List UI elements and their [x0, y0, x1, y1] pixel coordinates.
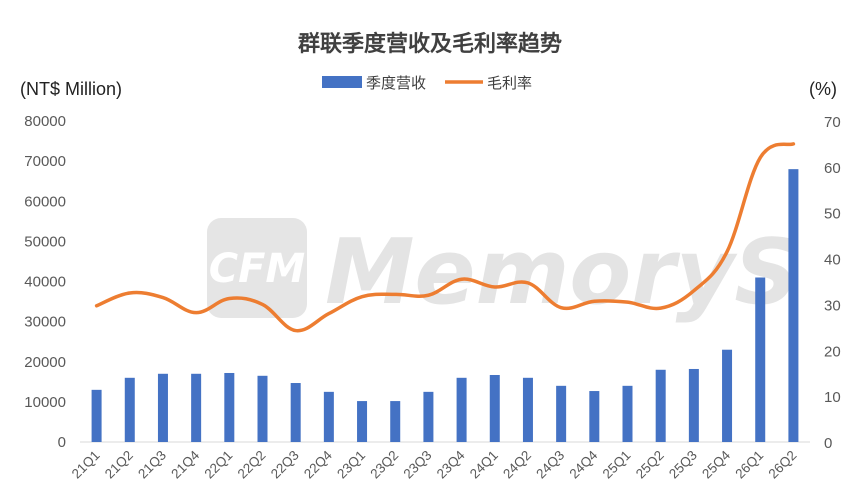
revenue-bar	[556, 385, 567, 442]
revenue-bar	[323, 391, 334, 442]
revenue-bar	[622, 385, 633, 442]
y-right-axis: 0 10 20 30 40 50 60 70	[824, 114, 841, 452]
y-right-tick-label: 0	[824, 435, 832, 452]
x-tick-label: 24Q1	[467, 448, 501, 482]
revenue-bar	[755, 277, 766, 442]
x-tick-label: 22Q4	[301, 447, 335, 481]
y-left-tick-label: 30000	[24, 314, 66, 331]
revenue-bars	[91, 169, 799, 442]
legend-label-revenue: 季度营收	[366, 74, 426, 92]
y-right-tick-label: 10	[824, 389, 841, 406]
y-right-tick-label: 60	[824, 160, 841, 177]
x-tick-label: 21Q2	[102, 448, 136, 482]
revenue-bar	[224, 372, 235, 442]
x-tick-label: 26Q1	[732, 448, 766, 482]
revenue-bar	[157, 373, 168, 442]
y-left-tick-label: 70000	[24, 153, 66, 170]
x-axis: 21Q1 21Q2 21Q3 21Q4 22Q1 22Q2 22Q3 22Q4 23Q1 23Q2…	[69, 447, 800, 481]
y-right-tick-label: 50	[824, 206, 841, 223]
x-tick-label: 22Q2	[235, 448, 269, 482]
y-left-tick-label: 10000	[24, 394, 66, 411]
x-tick-label: 25Q3	[666, 448, 700, 482]
y-left-tick-label: 80000	[24, 113, 66, 130]
x-tick-label: 23Q4	[434, 447, 468, 481]
revenue-bar	[191, 373, 202, 442]
x-tick-label: 23Q3	[401, 448, 435, 482]
y-right-unit-label: (%)	[809, 79, 837, 99]
revenue-bar	[357, 401, 368, 442]
revenue-bar	[688, 368, 699, 442]
watermark-logo: CFM MemoryS	[207, 218, 799, 325]
x-tick-label: 24Q4	[566, 447, 600, 481]
x-tick-label: 22Q3	[268, 448, 302, 482]
y-right-tick-label: 20	[824, 343, 841, 360]
revenue-bar	[589, 391, 600, 442]
revenue-bar	[91, 389, 102, 442]
gross-margin-series-line	[94, 142, 796, 333]
y-right-tick-label: 30	[824, 297, 841, 314]
revenue-bar	[456, 377, 467, 442]
y-left-tick-label: 0	[58, 434, 66, 451]
legend-label-margin: 毛利率	[487, 74, 532, 92]
y-left-axis: 0 10000 20000 30000 40000 50000 60000 70000 8000…	[24, 113, 66, 451]
chart-title: 群联季度营收及毛利率趋势	[298, 31, 562, 57]
watermark-logo-text: CFM	[209, 246, 305, 292]
x-tick-label: 21Q4	[168, 447, 202, 481]
revenue-bar	[423, 391, 434, 442]
revenue-bar	[788, 169, 799, 442]
revenue-bar	[655, 369, 666, 442]
x-tick-label: 25Q4	[699, 447, 733, 481]
revenue-bar	[124, 377, 135, 442]
revenue-bar	[290, 383, 301, 442]
revenue-bar	[257, 375, 268, 442]
legend-swatch-revenue	[322, 76, 362, 88]
x-tick-label: 26Q2	[766, 448, 800, 482]
revenue-bar	[522, 377, 533, 442]
gross-margin-line	[94, 142, 796, 333]
y-left-tick-label: 60000	[24, 193, 66, 210]
y-right-tick-label: 40	[824, 252, 841, 269]
revenue-bar	[390, 401, 401, 442]
x-tick-label: 25Q1	[600, 448, 634, 482]
x-tick-label: 23Q1	[334, 448, 368, 482]
revenue-bar	[489, 374, 500, 442]
y-left-tick-label: 50000	[24, 233, 66, 250]
x-tick-label: 23Q2	[367, 448, 401, 482]
x-tick-label: 21Q3	[135, 448, 169, 482]
x-tick-label: 25Q2	[633, 448, 667, 482]
watermark-logo-box	[207, 218, 307, 318]
legend: 季度营收 毛利率	[322, 74, 532, 92]
y-left-unit-label: (NT$ Million)	[20, 79, 122, 99]
x-tick-label: 24Q3	[533, 448, 567, 482]
y-right-tick-label: 70	[824, 114, 841, 131]
x-tick-label: 24Q2	[500, 448, 534, 482]
x-tick-label: 22Q1	[201, 448, 235, 482]
y-left-tick-label: 20000	[24, 354, 66, 371]
x-tick-label: 21Q1	[69, 448, 103, 482]
revenue-bar	[722, 349, 733, 442]
y-left-tick-label: 40000	[24, 274, 66, 291]
